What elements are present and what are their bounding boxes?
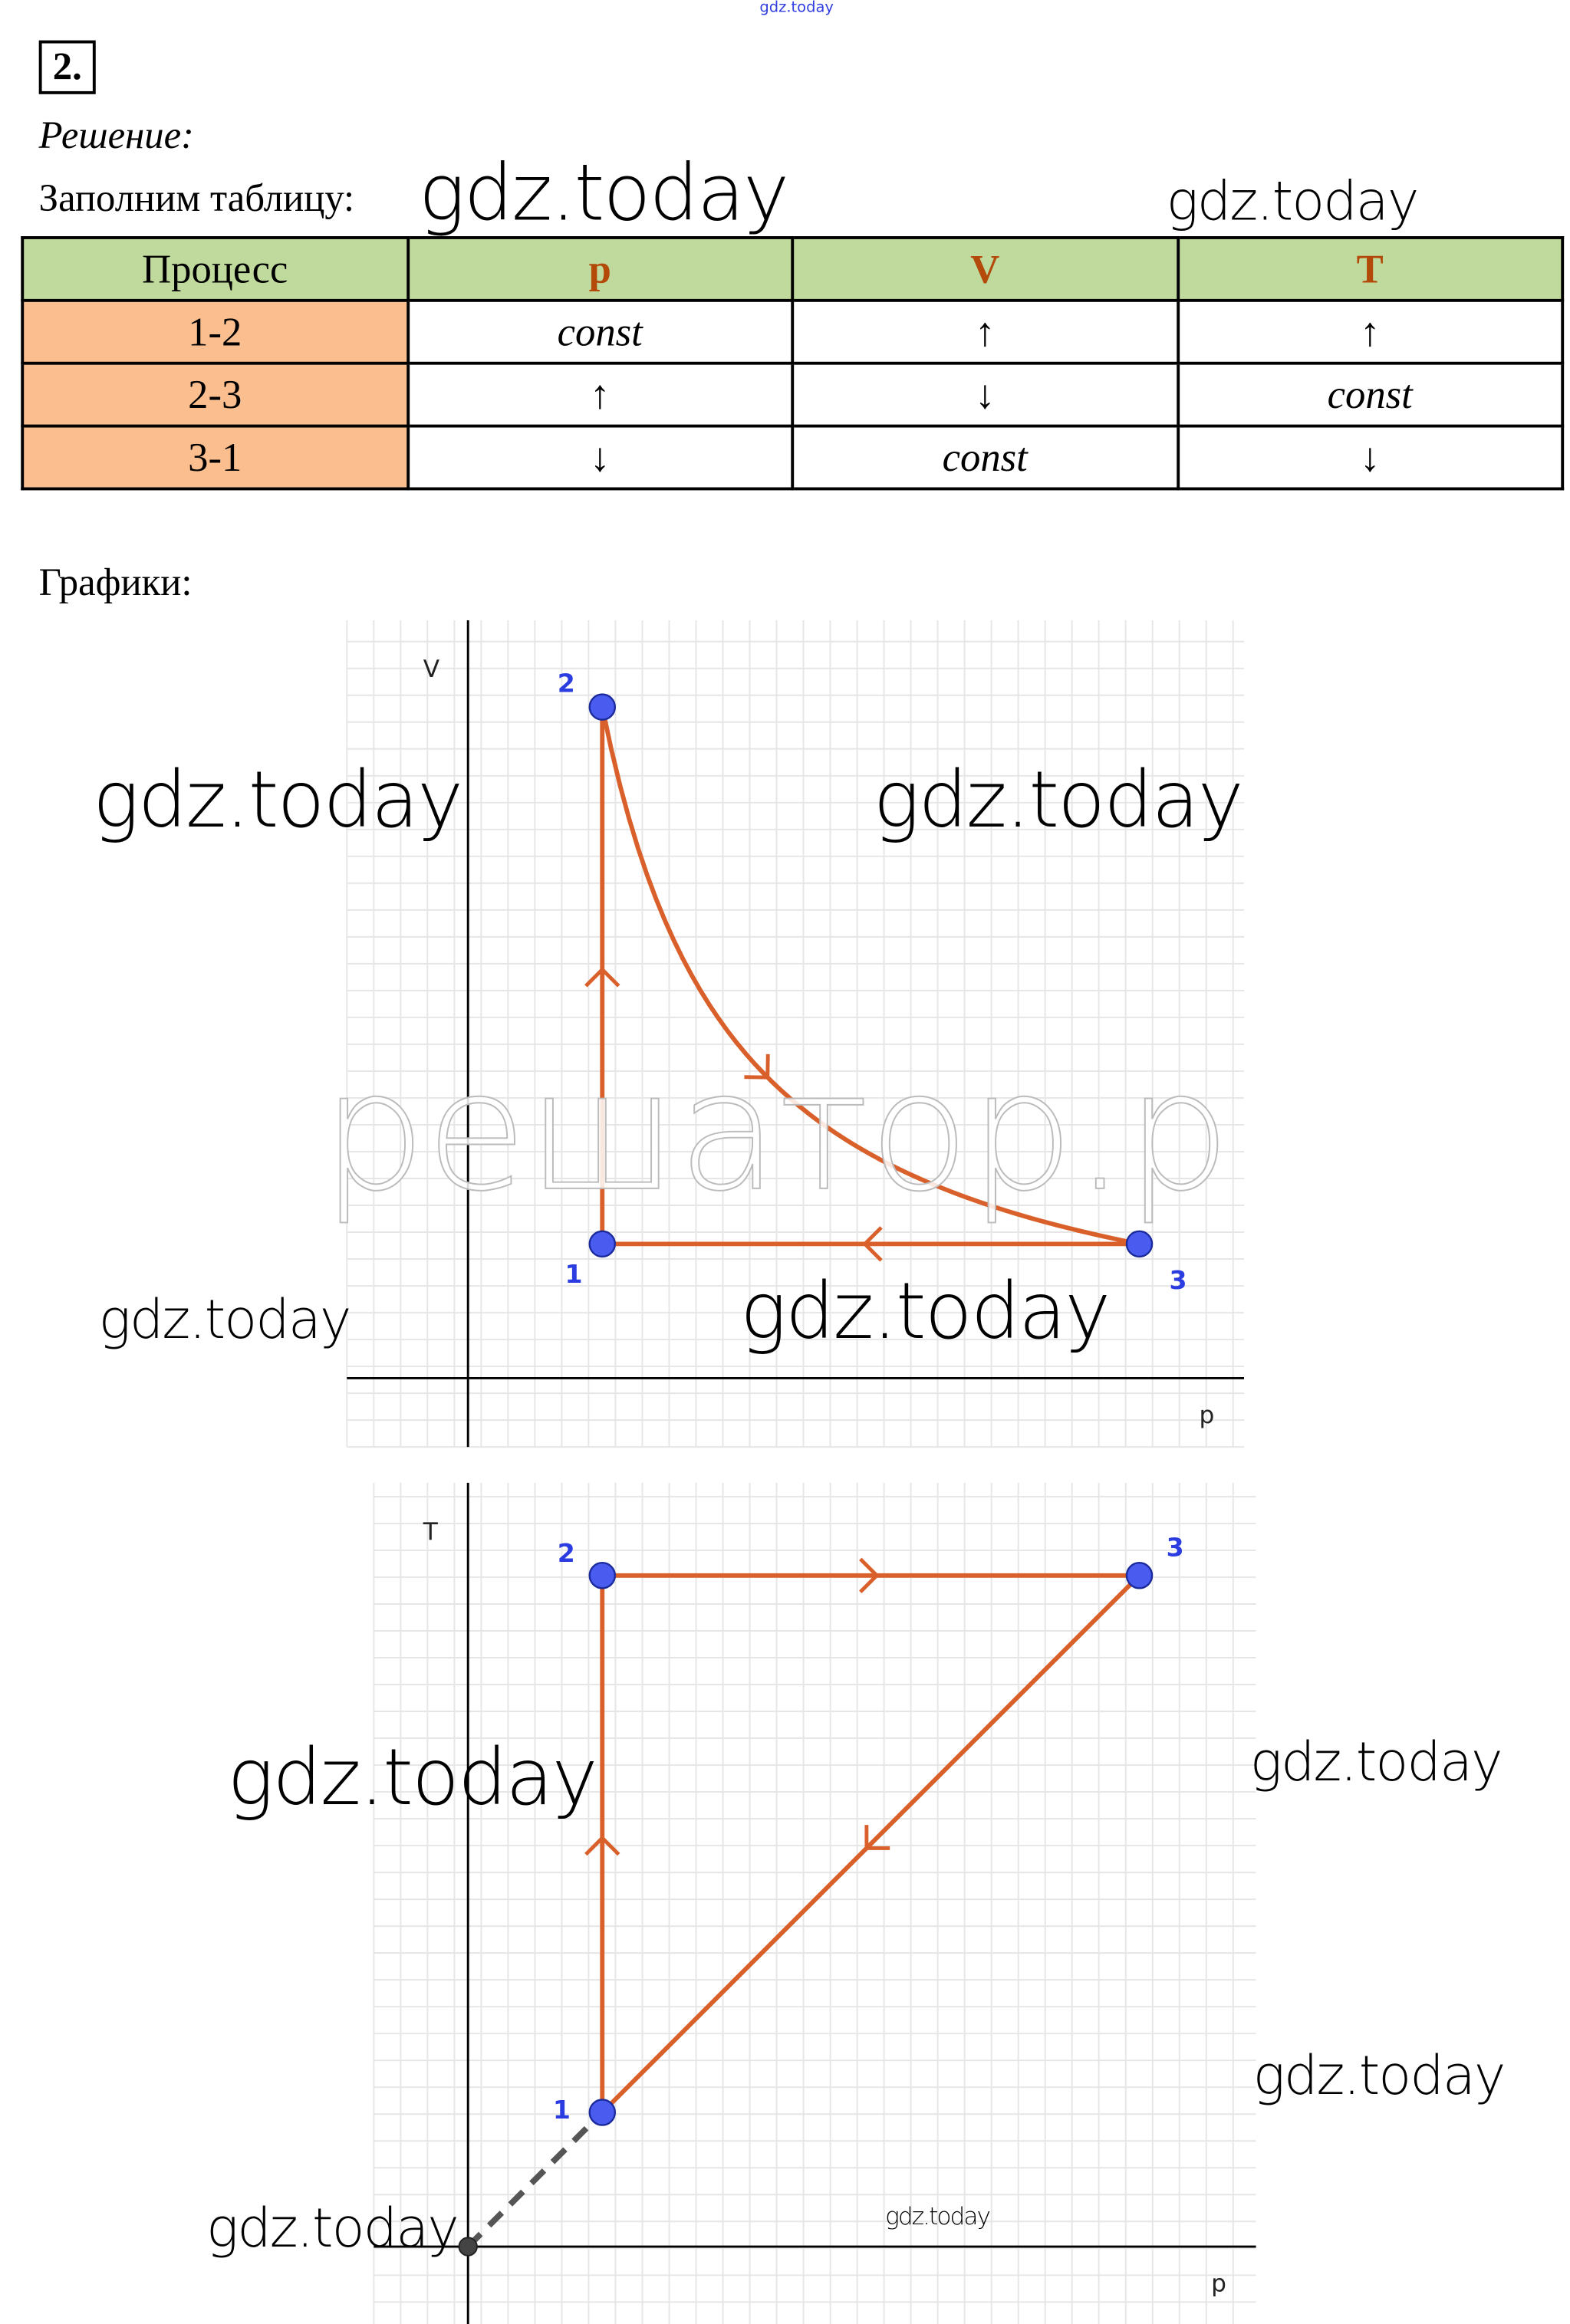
process-table: Процесс p V T 1-2 const ↑ ↑ 2-3 ↑ ↓ cons… — [21, 236, 1565, 491]
point-1 — [588, 2099, 616, 2126]
header-t: T — [1176, 236, 1565, 302]
dashed-extension-line — [466, 2110, 605, 2249]
header-p: p — [406, 236, 795, 302]
header-process: Процесс — [21, 236, 410, 302]
watermark: gdz.today — [418, 149, 789, 239]
direction-arrow — [862, 1226, 883, 1262]
origin-point — [458, 2237, 478, 2257]
process-3-1-curve — [601, 1573, 1141, 2115]
x-axis-label: p — [1211, 2270, 1226, 2298]
watermark: gdz.today — [206, 2198, 459, 2260]
point-label-1: 1 — [565, 1259, 583, 1289]
point-2 — [588, 693, 616, 721]
point-label-3: 3 — [1170, 1265, 1187, 1295]
watermark: gdz.today — [92, 756, 463, 846]
graphs-label: Графики: — [38, 560, 193, 604]
direction-arrow — [584, 966, 620, 988]
watermark: gdz.today — [1166, 172, 1420, 234]
table-row: 2-3 ↑ ↓ const — [21, 361, 1565, 428]
direction-arrow — [744, 1054, 770, 1080]
cell-v: const — [791, 424, 1180, 491]
top-watermark: gdz.today — [759, 0, 834, 17]
direction-arrow — [859, 1557, 880, 1593]
cell-t: ↓ — [1176, 424, 1565, 491]
cell-t: ↑ — [1176, 298, 1565, 365]
cell-p: const — [406, 298, 795, 365]
table-row: 3-1 ↓ const ↓ — [21, 424, 1565, 491]
watermark: gdz.today — [1249, 1732, 1503, 1794]
solution-label: Решение: — [38, 113, 194, 157]
y-axis-label: V — [423, 656, 440, 683]
faded-watermark: решатор.р — [321, 1036, 1230, 1228]
cell-process: 2-3 — [21, 361, 410, 428]
point-2 — [588, 1562, 616, 1589]
x-axis-label: p — [1199, 1402, 1214, 1429]
y-axis-label: T — [423, 1518, 439, 1546]
watermark: gdz.today — [227, 1734, 597, 1824]
point-3 — [1125, 1562, 1154, 1589]
point-label-3: 3 — [1167, 1532, 1184, 1562]
cell-process: 3-1 — [21, 424, 410, 491]
watermark: gdz.today — [1252, 2046, 1506, 2108]
fill-table-label: Заполним таблицу: — [38, 176, 355, 220]
watermark: gdz.today — [873, 756, 1244, 846]
header-v: V — [791, 236, 1180, 302]
direction-arrow — [864, 1825, 890, 1850]
cell-p: ↓ — [406, 424, 795, 491]
cell-v: ↓ — [791, 361, 1180, 428]
cell-v: ↑ — [791, 298, 1180, 365]
cell-t: const — [1176, 361, 1565, 428]
cell-process: 1-2 — [21, 298, 410, 365]
point-label-2: 2 — [558, 1538, 575, 1568]
watermark: gdz.today — [98, 1290, 352, 1352]
point-1 — [588, 1230, 616, 1258]
process-2-3-curve — [600, 706, 1140, 1247]
direction-arrow — [584, 1835, 620, 1856]
point-label-1: 1 — [553, 2095, 571, 2125]
cell-p: ↑ — [406, 361, 795, 428]
watermark: gdz.today — [740, 1267, 1111, 1358]
task-number: 2. — [38, 40, 96, 94]
table-row: 1-2 const ↑ ↑ — [21, 298, 1565, 365]
point-label-2: 2 — [558, 669, 575, 699]
table-header-row: Процесс p V T — [21, 236, 1565, 302]
watermark: gdz.today — [885, 2201, 991, 2230]
point-3 — [1125, 1230, 1154, 1258]
